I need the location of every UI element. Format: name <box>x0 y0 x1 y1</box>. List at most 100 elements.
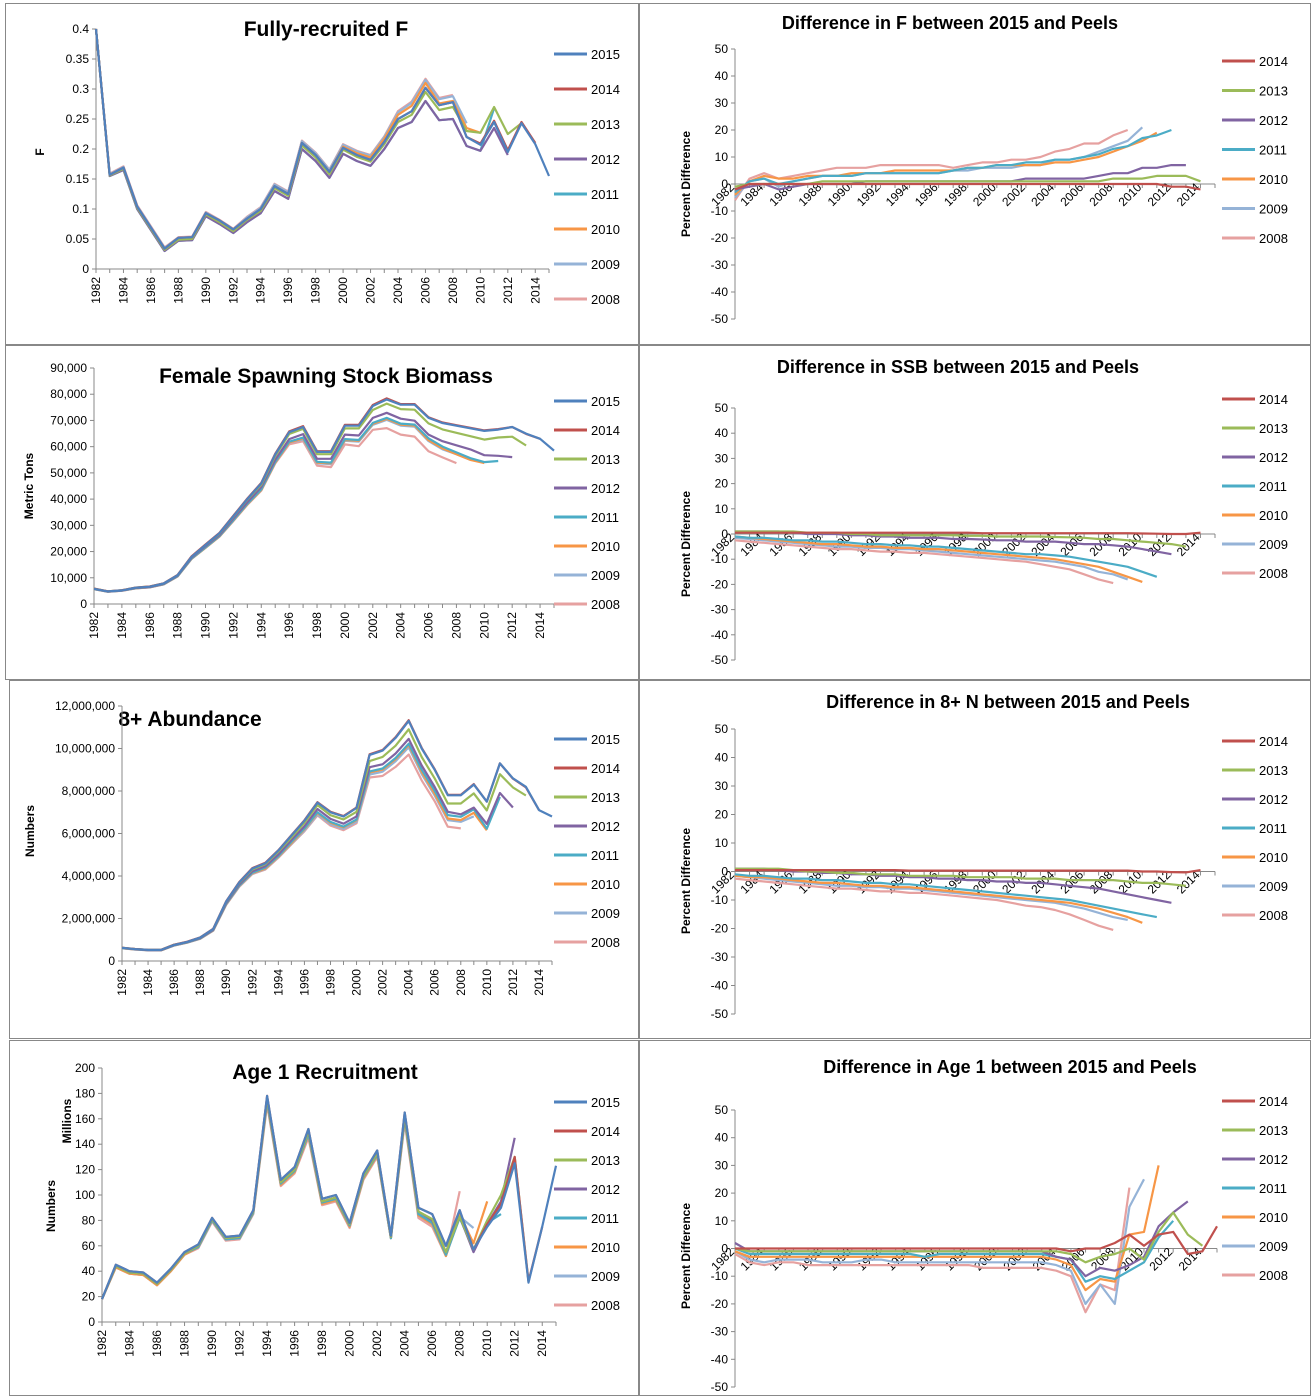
legend-label-2015: 2015 <box>591 394 620 409</box>
x-tick-label: 2012 <box>505 612 519 639</box>
chart-age1-recruitment: Age 1 Recruitment Numbers Millions 0 20 40 60 8… <box>9 1040 639 1396</box>
legend-label-2010: 2010 <box>591 877 620 892</box>
x-tick-label: 1986 <box>143 612 157 639</box>
legend-label-2008: 2008 <box>591 292 620 307</box>
chart-title: Fully-recruited F <box>244 18 409 41</box>
legend-label-2009: 2009 <box>1259 1239 1288 1254</box>
legend-label-2014: 2014 <box>1259 54 1288 69</box>
series-line-2012 <box>121 737 514 952</box>
series-line-2014 <box>734 182 1201 191</box>
legend-label-2013: 2013 <box>591 117 620 132</box>
chart-title: Female Spawning Stock Biomass <box>159 365 493 388</box>
series-line-2009 <box>734 536 1129 581</box>
x-tick-label: 2012 <box>508 1330 522 1357</box>
y-tick-label: -20 <box>711 231 729 245</box>
legend-label-2014: 2014 <box>591 761 620 776</box>
y-tick-label: 60,000 <box>50 440 87 454</box>
x-tick-label: 1992 <box>226 612 240 639</box>
series-line-2009 <box>94 28 468 250</box>
y-tick-label: -20 <box>711 922 729 936</box>
x-tick-label: 1998 <box>310 612 324 639</box>
x-tick-label: 1988 <box>171 277 185 304</box>
y-tick-label: -10 <box>711 552 729 566</box>
y-tick-label: 30,000 <box>50 518 87 532</box>
series-line-2009 <box>734 1178 1145 1305</box>
legend-label-2015: 2015 <box>591 47 620 62</box>
series-line-2012 <box>735 530 1172 556</box>
y-axis-label: Percent Difference <box>679 491 693 597</box>
y-tick-label: 10 <box>715 836 729 850</box>
y-tick-label: 0 <box>721 177 728 191</box>
legend-label-2010: 2010 <box>1259 172 1288 187</box>
series-line-2013 <box>735 867 1187 887</box>
chart-svg: Fully-recruited F F 0 0.05 0.1 0.15 0.2 0.25 0.3… <box>33 18 620 307</box>
x-tick-label: 2002 <box>376 969 390 996</box>
y-tick-label: 0.05 <box>66 232 90 246</box>
legend-label-2008: 2008 <box>1259 908 1288 923</box>
y-tick-label: -30 <box>711 258 729 272</box>
legend-label-2013: 2013 <box>1259 763 1288 778</box>
series-line-2008 <box>734 128 1129 201</box>
x-tick-label: 2004 <box>391 277 405 304</box>
legend-label-2010: 2010 <box>1259 508 1288 523</box>
x-tick-label: 2014 <box>532 969 546 996</box>
x-tick-label: 1982 <box>89 277 103 304</box>
series-line-2014 <box>735 1225 1218 1256</box>
series-line-2014 <box>735 869 1201 874</box>
chart-fully-recruited-f: Fully-recruited F F 0 0.05 0.1 0.15 0.2 0.25 0.3… <box>5 3 639 345</box>
series-line-2010 <box>734 131 1158 196</box>
x-tick-label: 2004 <box>398 1330 412 1357</box>
y-tick-label: 10 <box>715 1214 729 1228</box>
x-tick-label: 1998 <box>309 277 323 304</box>
chart-svg: Female Spawning Stock Biomass Metric Tons… <box>22 361 620 639</box>
y-tick-label: 0 <box>108 954 115 968</box>
y-tick-label: 100 <box>75 1188 95 1202</box>
series-line-2008 <box>734 539 1114 585</box>
chart-female-ssb: Female Spawning Stock Biomass Metric Tons… <box>5 345 639 680</box>
y-tick-label: 70,000 <box>50 413 87 427</box>
x-tick-label: 1996 <box>297 969 311 996</box>
x-tick-label: 2012 <box>506 969 520 996</box>
y-tick-label: -50 <box>711 312 729 326</box>
y-tick-label: 0.3 <box>72 82 89 96</box>
y-tick-label: 4,000,000 <box>62 869 116 883</box>
series-line-2011 <box>121 742 501 952</box>
x-tick-label: 2002 <box>366 612 380 639</box>
y-tick-label: -40 <box>711 628 729 642</box>
legend-label-2009: 2009 <box>591 568 620 583</box>
series-line-2015 <box>94 28 551 250</box>
legend-label-2011: 2011 <box>591 510 619 525</box>
y-tick-label: 0 <box>80 597 87 611</box>
legend-label-2014: 2014 <box>591 82 620 97</box>
y-tick-label: 10,000 <box>50 571 87 585</box>
x-tick-label: 1996 <box>282 612 296 639</box>
legend-label-2009: 2009 <box>1259 537 1288 552</box>
y-tick-label: 140 <box>75 1137 95 1151</box>
x-tick-label: 2000 <box>350 969 364 996</box>
legend-label-2011: 2011 <box>591 187 619 202</box>
legend-label-2010: 2010 <box>591 539 620 554</box>
y-tick-label: 120 <box>75 1163 95 1177</box>
legend-label-2013: 2013 <box>591 1153 620 1168</box>
y-tick-label: 20,000 <box>50 545 87 559</box>
x-tick-label: 1988 <box>178 1330 192 1357</box>
legend-label-2013: 2013 <box>1259 1123 1288 1138</box>
y-tick-label: 50 <box>715 401 729 415</box>
y-tick-label: 20 <box>715 477 729 491</box>
chart-svg: Difference in F between 2015 and Peels Pe… <box>679 13 1288 326</box>
y-axis-label: F <box>33 148 47 155</box>
chart-svg: Difference in SSB between 2015 and Peels… <box>679 357 1288 667</box>
y-tick-label: 50 <box>715 722 729 736</box>
y-tick-label: -10 <box>711 893 729 907</box>
y-axis-label: Percent Difference <box>679 828 693 934</box>
chart-svg: Difference in Age 1 between 2015 and Pee… <box>679 1057 1288 1394</box>
x-tick-label: 1996 <box>288 1330 302 1357</box>
x-tick-label: 1994 <box>254 277 268 304</box>
x-tick-label: 2006 <box>422 612 436 639</box>
y-tick-label: 50,000 <box>50 466 87 480</box>
series-line-2015 <box>121 719 553 951</box>
y-tick-label: 30 <box>715 451 729 465</box>
x-tick-label: 2010 <box>480 1330 494 1357</box>
y-axis-label: Percent Difference <box>679 1203 693 1309</box>
y-axis-label: Percent Difference <box>679 131 693 237</box>
